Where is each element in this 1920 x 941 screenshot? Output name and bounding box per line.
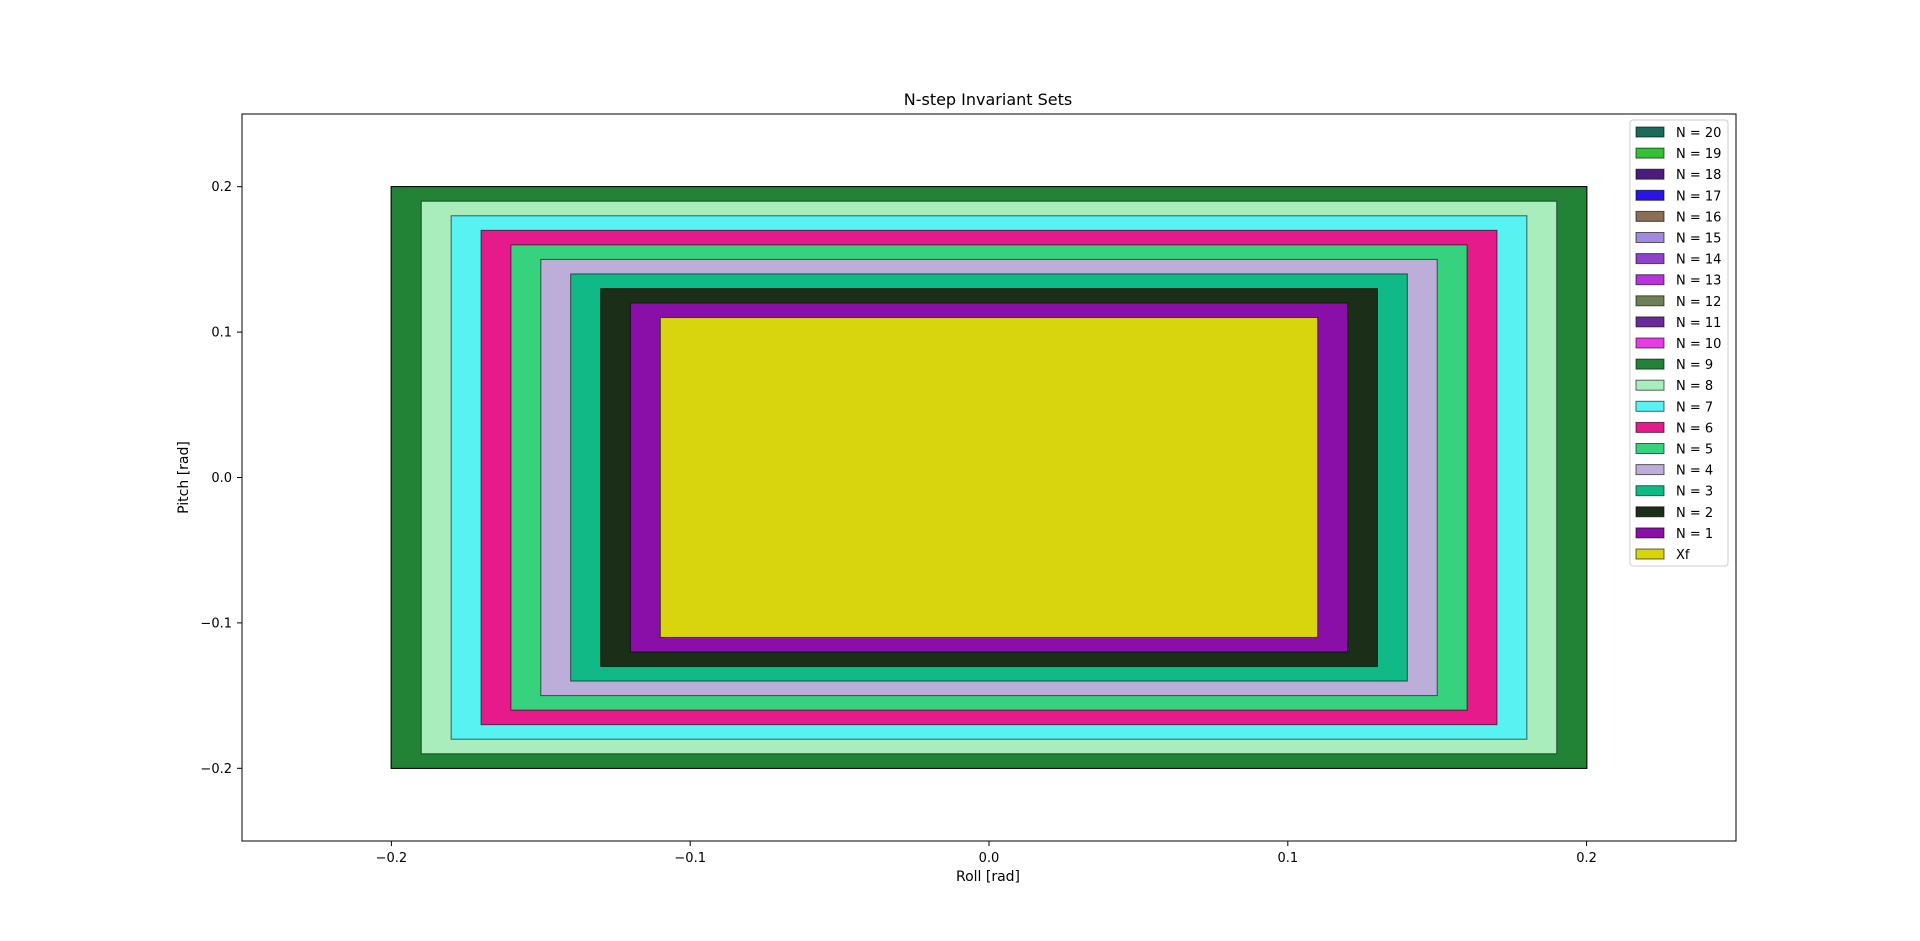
legend-label: N = 12 — [1676, 295, 1721, 310]
legend-swatch — [1635, 464, 1665, 476]
legend-swatch — [1635, 168, 1665, 180]
x-axis-ticks: −0.2 −0.1 0.0 0.1 0.2 — [376, 841, 1597, 866]
legend-label: N = 15 — [1676, 232, 1721, 247]
set-xf — [659, 317, 1319, 638]
legend-swatch — [1635, 253, 1665, 265]
legend-label: N = 7 — [1676, 400, 1713, 415]
legend-swatch — [1635, 126, 1665, 138]
legend-swatch — [1635, 506, 1665, 518]
legend-label: Xf — [1676, 548, 1690, 563]
invariant-sets — [390, 186, 1588, 769]
legend-swatch — [1635, 443, 1665, 454]
legend-label: N = 17 — [1676, 189, 1721, 204]
x-tick-label: 0.1 — [1277, 851, 1298, 866]
legend-label: N = 13 — [1676, 274, 1721, 289]
x-tick-label: −0.2 — [376, 851, 408, 866]
legend-label: N = 6 — [1676, 421, 1713, 436]
legend-box — [1629, 119, 1729, 567]
legend-swatch — [1635, 548, 1665, 560]
legend-label: N = 9 — [1676, 358, 1713, 373]
legend-swatch — [1635, 527, 1665, 539]
legend-label: N = 3 — [1676, 485, 1713, 500]
legend-label: N = 11 — [1676, 316, 1721, 331]
chart-title: N-step Invariant Sets — [904, 90, 1073, 109]
y-tick-label: 0.2 — [211, 180, 232, 195]
legend-label: N = 16 — [1676, 210, 1721, 225]
legend-label: N = 1 — [1676, 527, 1713, 542]
legend-swatch — [1635, 379, 1665, 391]
y-tick-label: 0.0 — [211, 471, 232, 486]
legend-swatch — [1635, 232, 1665, 243]
y-axis-label: Pitch [rad] — [176, 441, 192, 514]
x-tick-label: 0.2 — [1576, 851, 1597, 866]
legend-swatch — [1635, 189, 1665, 201]
legend-label: N = 4 — [1676, 464, 1713, 479]
legend-swatch — [1635, 421, 1665, 433]
legend-label: N = 5 — [1676, 443, 1713, 458]
x-tick-label: −0.1 — [674, 851, 706, 866]
x-tick-label: 0.0 — [979, 851, 1000, 866]
legend-swatch — [1635, 295, 1665, 307]
legend-swatch — [1635, 316, 1665, 328]
legend-swatch — [1635, 147, 1665, 159]
legend-label: N = 19 — [1676, 147, 1721, 162]
legend-swatch — [1635, 485, 1665, 497]
legend-label: N = 14 — [1676, 253, 1721, 268]
legend-label: N = 20 — [1676, 126, 1721, 141]
y-tick-label: −0.2 — [200, 762, 232, 777]
y-tick-label: 0.1 — [211, 326, 232, 341]
legend-swatch — [1635, 337, 1665, 349]
legend-swatch — [1635, 358, 1665, 370]
y-tick-label: −0.1 — [200, 616, 232, 631]
legend: N = 20 N = 19 N = 18 N = 17 N = 16 N = 15 N = … — [1629, 119, 1729, 567]
plot-area — [241, 113, 1737, 842]
legend-swatch — [1635, 400, 1665, 412]
legend-label: N = 18 — [1676, 168, 1721, 183]
x-axis-label: Roll [rad] — [956, 869, 1020, 885]
y-axis-ticks: −0.2 −0.1 0.0 0.1 0.2 — [200, 180, 242, 777]
legend-label: N = 2 — [1676, 506, 1713, 521]
legend-label: N = 8 — [1676, 379, 1713, 394]
legend-label: N = 10 — [1676, 337, 1721, 352]
legend-swatch — [1635, 274, 1665, 286]
legend-items: N = 20 N = 19 N = 18 N = 17 N = 16 N = 15 N = … — [1635, 126, 1721, 563]
legend-swatch — [1635, 210, 1665, 222]
